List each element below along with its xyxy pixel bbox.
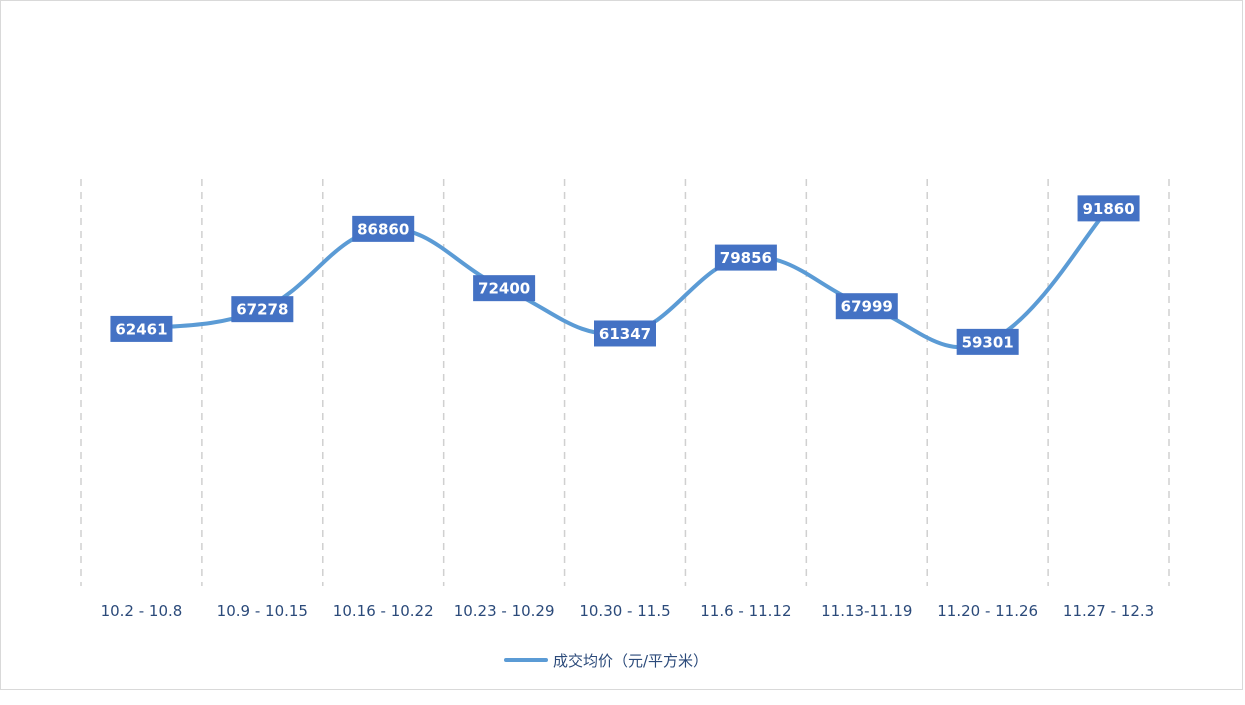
x-tick-label: 11.13-11.19	[821, 602, 912, 620]
legend-label: 成交均价（元/平方米）	[553, 652, 708, 670]
data-label-box	[956, 328, 1019, 355]
data-label: 86860	[352, 215, 415, 242]
x-tick-label: 11.6 - 11.12	[700, 602, 791, 620]
data-label-text: 67999	[841, 298, 893, 316]
chart-frame: 62461 67278 86860 72400 61347 79856 67999 59301…	[0, 0, 1243, 690]
data-label-box	[352, 215, 415, 242]
data-label-text: 67278	[236, 301, 288, 319]
x-tick-label: 10.9 - 10.15	[217, 602, 308, 620]
data-label: 67278	[231, 296, 294, 323]
data-label-box	[110, 315, 173, 342]
data-label-box	[1077, 195, 1140, 222]
data-label: 91860	[1077, 195, 1140, 222]
data-label-text: 91860	[1082, 200, 1134, 218]
x-tick-label: 11.20 - 11.26	[937, 602, 1038, 620]
x-tick-label: 10.2 - 10.8	[101, 602, 183, 620]
data-label-box	[714, 244, 777, 271]
x-tick-label: 10.23 - 10.29	[454, 602, 555, 620]
data-label-text: 72400	[478, 280, 530, 298]
data-label-box	[473, 275, 536, 302]
data-label-box	[594, 320, 656, 347]
data-labels: 62461 67278 86860 72400 61347 79856 67999 59301…	[110, 195, 1140, 355]
x-tick-label: 10.30 - 11.5	[579, 602, 670, 620]
x-tick-label: 10.16 - 10.22	[333, 602, 434, 620]
data-label-text: 86860	[357, 220, 409, 238]
data-label: 79856	[714, 244, 777, 271]
data-label: 72400	[473, 275, 536, 302]
data-label-text: 79856	[720, 249, 772, 267]
x-tick-label: 11.27 - 12.3	[1063, 602, 1154, 620]
data-label-box	[231, 296, 294, 323]
data-label: 61347	[594, 320, 656, 347]
grid-lines	[80, 179, 1170, 586]
x-axis-labels: 10.2 - 10.8 10.9 - 10.15 10.16 - 10.22 10.2…	[101, 602, 1155, 620]
data-label-text: 61347	[599, 325, 651, 343]
legend: 成交均价（元/平方米）	[504, 652, 708, 670]
data-label-text: 62461	[115, 320, 167, 338]
data-label: 59301	[956, 328, 1019, 355]
data-label-box	[835, 293, 898, 320]
data-label: 67999	[835, 293, 898, 320]
data-label-text: 59301	[962, 333, 1014, 351]
data-label: 62461	[110, 315, 173, 342]
